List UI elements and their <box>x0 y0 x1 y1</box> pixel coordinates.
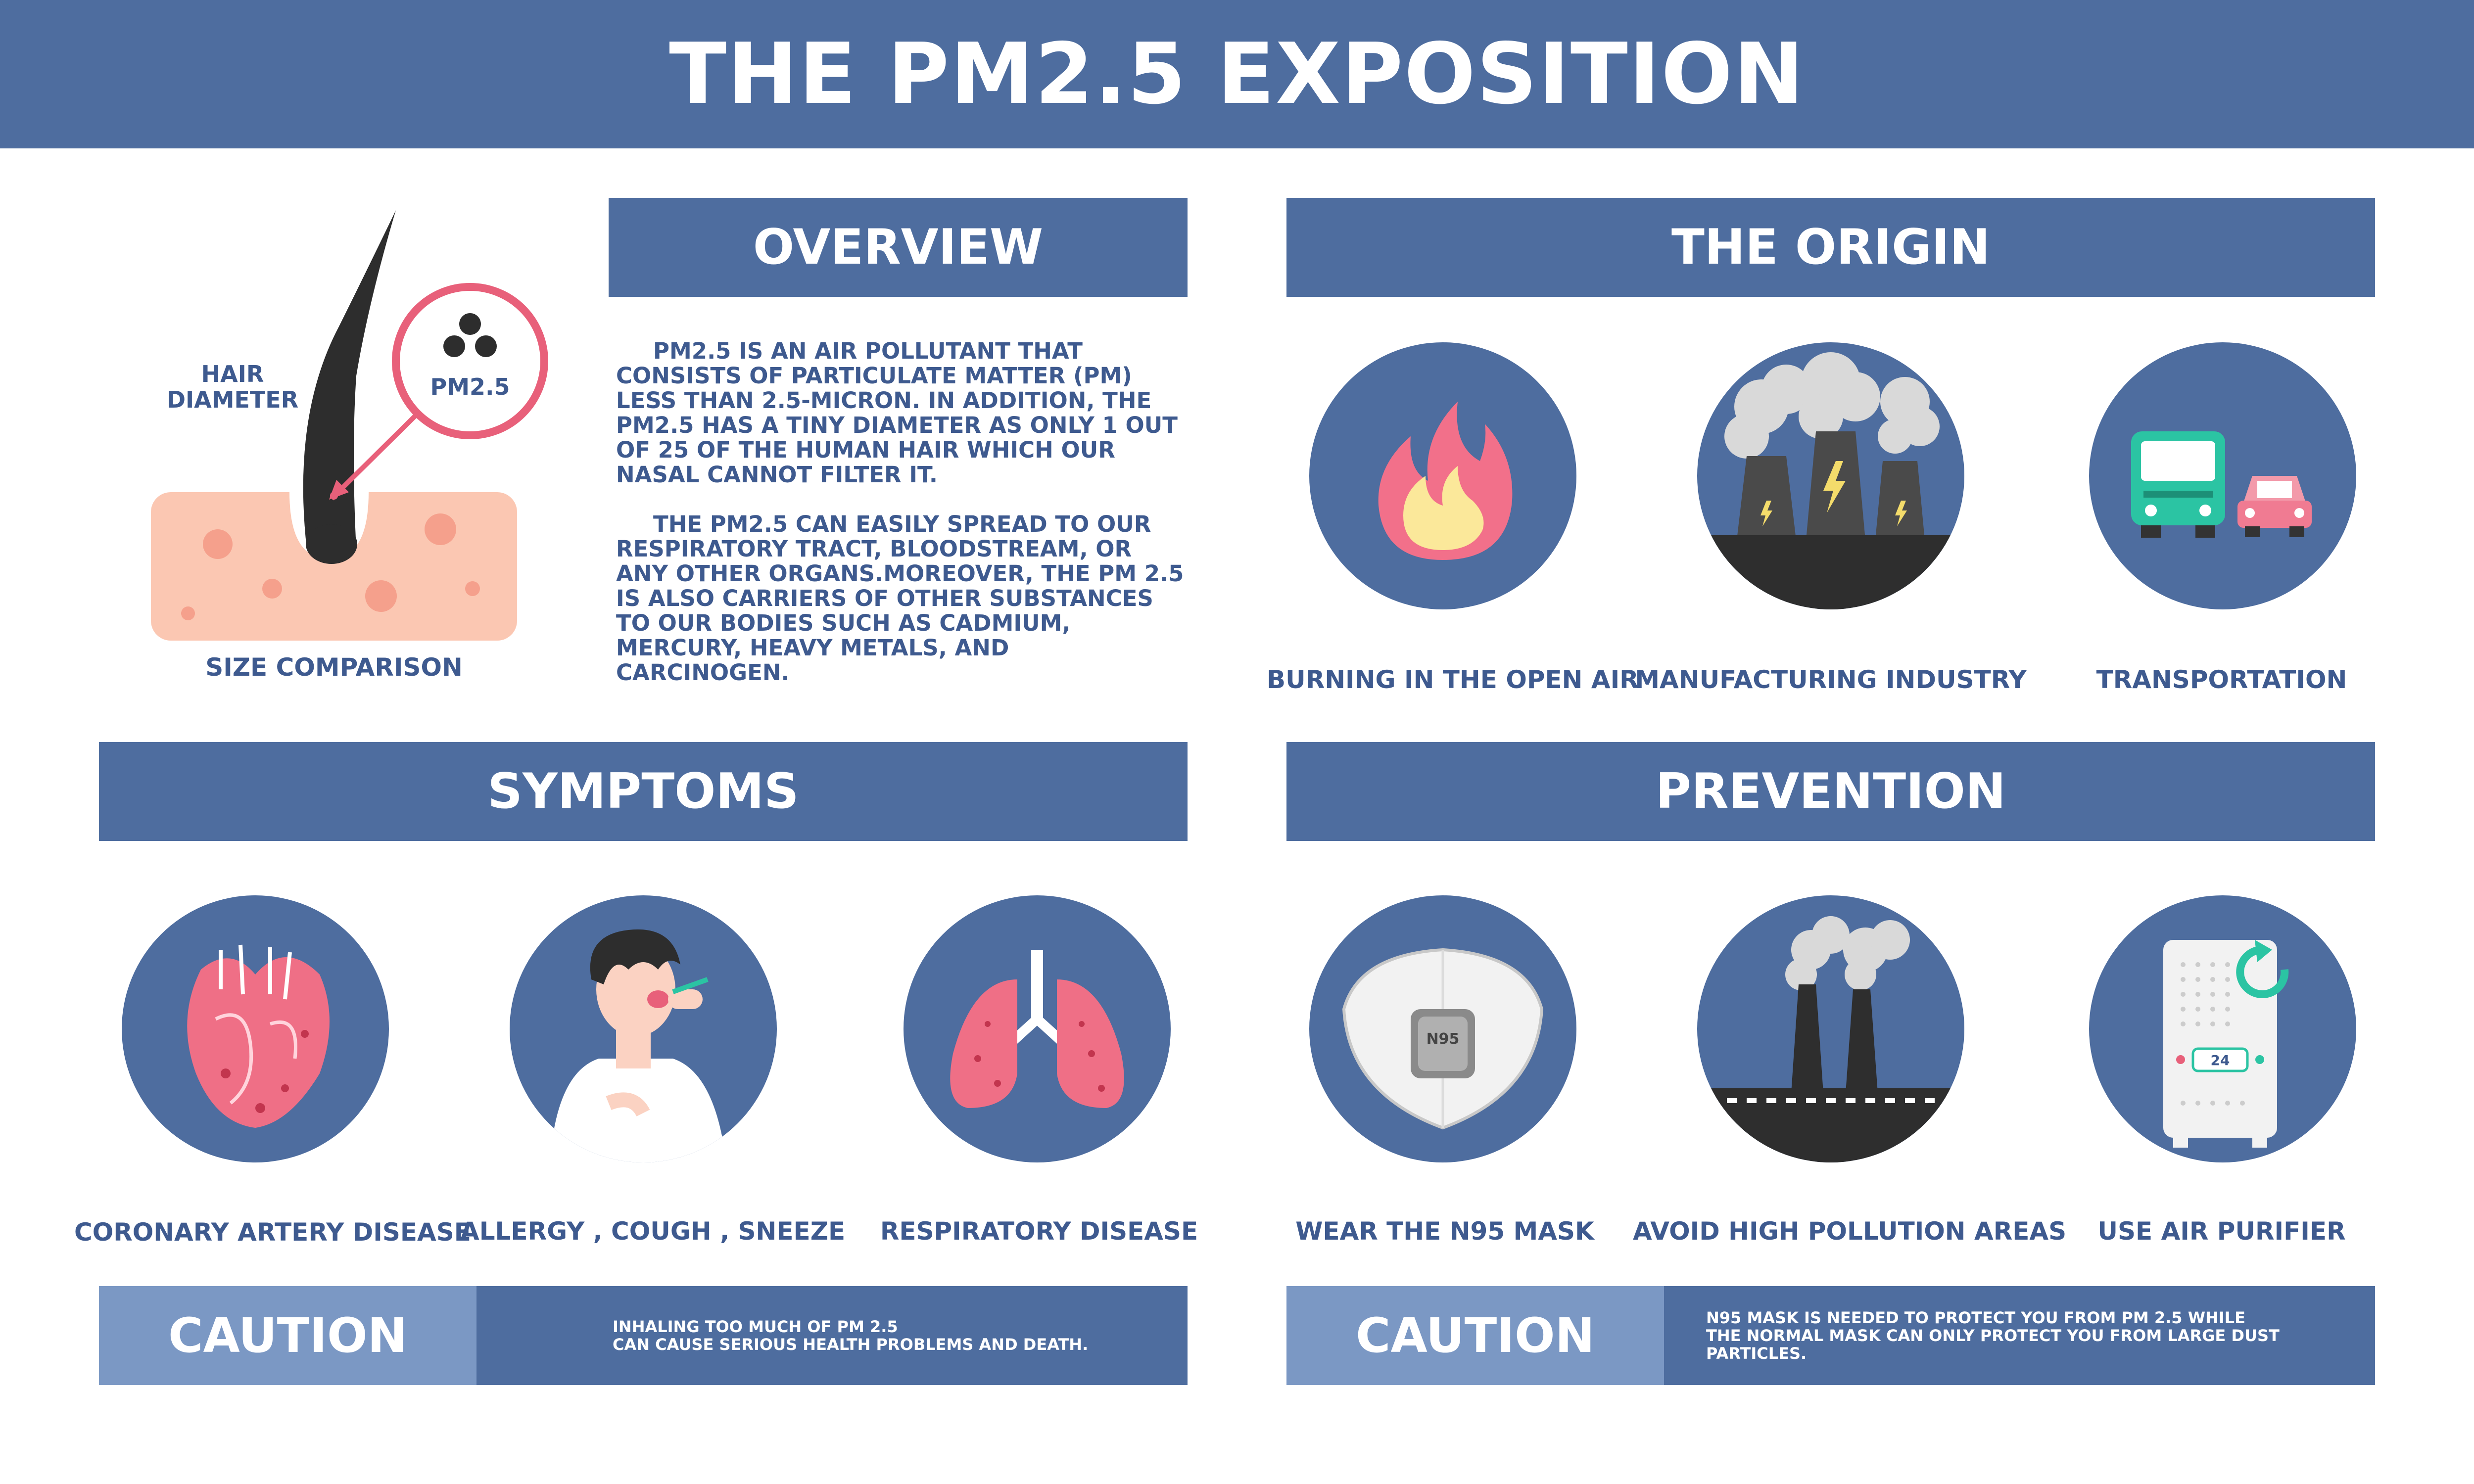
fire-icon <box>1309 342 1576 609</box>
origin-caption-transportation: TRANSPORTATION <box>2096 665 2347 694</box>
hair-follicle-icon <box>151 210 548 641</box>
vehicles-icon <box>2089 342 2356 609</box>
origin-caption-burning: BURNING IN THE OPEN AIR <box>1267 665 1639 694</box>
prevention-caption-purifier: USE AIR PURIFIER <box>2097 1217 2346 1246</box>
purifier-display-value: 24 <box>2211 1052 2230 1068</box>
overview-text: PM2.5 IS AN AIR POLLUTANT THAT CONSISTS … <box>616 339 1185 710</box>
hair-label-line-1: HAIR <box>201 361 264 387</box>
coughing-person-icon <box>510 895 777 1162</box>
size-comparison-caption: SIZE COMPARISON <box>205 653 463 682</box>
n95-mask-icon: N95 <box>1309 895 1576 1162</box>
air-purifier-icon: 24 <box>2089 895 2356 1162</box>
prevention-caution-label: CAUTION <box>1286 1286 1664 1385</box>
overview-paragraph-2: THE PM2.5 CAN EASILY SPREAD TO OUR RESPI… <box>616 511 1184 686</box>
prevention-heading: PREVENTION <box>1286 742 2375 841</box>
symptom-caption-coronary: CORONARY ARTERY DISEASE <box>74 1218 471 1247</box>
symptom-caption-allergy: ALLERGY , COUGH , SNEEZE <box>460 1217 846 1246</box>
pm25-magnified-label: PM2.5 <box>430 373 510 400</box>
n95-mask-text: N95 <box>1427 1030 1460 1048</box>
prevention-caution-line-2: THE NORMAL MASK CAN ONLY PROTECT YOU FRO… <box>1706 1326 2280 1363</box>
prevention-caution-message: N95 MASK IS NEEDED TO PROTECT YOU FROM P… <box>1664 1286 2375 1385</box>
factory-icon <box>1697 342 1964 609</box>
symptoms-caution-line-2: CAN CAUSE SERIOUS HEALTH PROBLEMS AND DE… <box>613 1335 1089 1354</box>
prevention-caption-mask: WEAR THE N95 MASK <box>1295 1217 1594 1246</box>
prevention-caution-line-1: N95 MASK IS NEEDED TO PROTECT YOU FROM P… <box>1706 1308 2245 1327</box>
overview-paragraph-1: PM2.5 IS AN AIR POLLUTANT THAT CONSISTS … <box>616 338 1178 488</box>
hair-size-comparison-illustration <box>143 203 549 648</box>
symptom-caption-respiratory: RESPIRATORY DISEASE <box>880 1217 1198 1246</box>
page-title: THE PM2.5 EXPOSITION <box>0 0 2474 148</box>
symptoms-caution-label: CAUTION <box>99 1286 476 1385</box>
hair-label-line-2: DIAMETER <box>166 386 299 413</box>
symptoms-heading: SYMPTOMS <box>99 742 1188 841</box>
hair-diameter-label: HAIR DIAMETER <box>158 361 307 413</box>
origin-caption-manufacturing: MANUFACTURING INDUSTRY <box>1635 665 2027 694</box>
symptoms-caution-message: INHALING TOO MUCH OF PM 2.5 CAN CAUSE SE… <box>476 1286 1188 1385</box>
prevention-caption-avoid: AVOID HIGH POLLUTION AREAS <box>1633 1217 2067 1246</box>
smokestack-icon <box>1697 895 1964 1162</box>
lungs-icon <box>904 895 1171 1162</box>
origin-heading: THE ORIGIN <box>1286 198 2375 297</box>
overview-heading: OVERVIEW <box>609 198 1188 297</box>
heart-icon <box>122 895 389 1162</box>
symptoms-caution-line-1: INHALING TOO MUCH OF PM 2.5 <box>613 1317 898 1336</box>
